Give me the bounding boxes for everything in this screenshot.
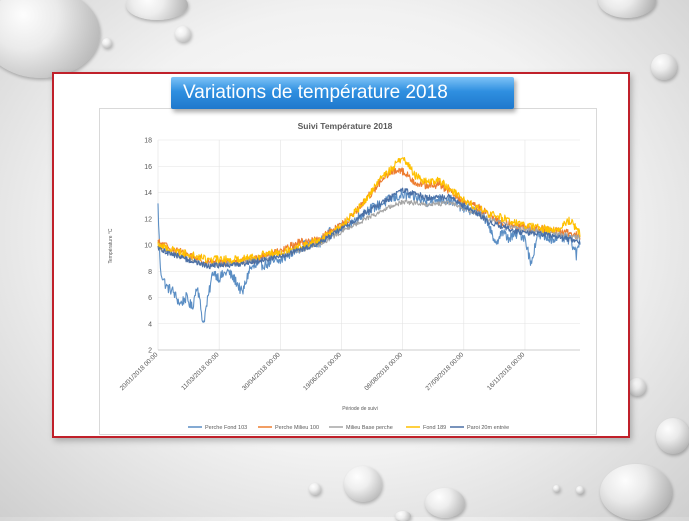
series-line	[157, 187, 581, 270]
y-tick-label: 6	[148, 295, 152, 302]
x-tick-label: 11/03/2018 00:00	[180, 351, 221, 392]
droplet-decoration	[553, 485, 560, 492]
x-tick-label: 30/04/2018 00:00	[241, 351, 282, 392]
droplet-decoration	[0, 0, 100, 78]
temperature-chart: 2 4 6 8 10 12 14 16 18 20/01/2018 00:00 11/03/2018…	[108, 121, 581, 431]
x-tick-label: 27/09/2018 00:00	[424, 351, 465, 392]
y-tick-label: 8	[148, 269, 152, 276]
x-axis-label: Période de suivi	[342, 406, 378, 412]
droplet-decoration	[309, 483, 321, 495]
legend-label: Perche Milieu 100	[275, 425, 319, 431]
droplet-decoration	[600, 464, 672, 520]
gridlines	[157, 139, 580, 351]
y-tick-label: 2	[148, 348, 152, 355]
droplet-decoration	[656, 418, 689, 454]
y-tick-label: 12	[144, 216, 152, 223]
slide-title-banner: Variations de température 2018	[171, 77, 514, 109]
slide-title: Variations de température 2018	[183, 82, 448, 103]
series-line	[157, 189, 581, 323]
y-tick-label: 4	[148, 321, 152, 328]
legend-label: Milieu Base perche	[346, 425, 393, 431]
y-tick-label: 18	[144, 138, 152, 145]
chart-title: Suivi Température 2018	[298, 121, 393, 131]
legend-label: Perche Fond 103	[205, 425, 247, 431]
x-tick-label: 16/11/2018 00:00	[486, 351, 527, 392]
x-tick-label: 19/06/2018 00:00	[302, 351, 343, 392]
chart-container: 2 4 6 8 10 12 14 16 18 20/01/2018 00:00 11/03/2018…	[99, 108, 597, 435]
droplet-decoration	[102, 38, 112, 48]
legend: Perche Fond 103 Perche Milieu 100 Milieu B…	[188, 425, 509, 431]
droplet-decoration	[628, 378, 646, 396]
droplet-decoration	[175, 26, 191, 42]
legend-label: Fond 189	[423, 425, 446, 431]
droplet-decoration	[598, 0, 656, 18]
y-axis-label: Température °C	[108, 228, 114, 263]
droplet-decoration	[651, 54, 677, 80]
series-lines	[157, 157, 581, 323]
droplet-decoration	[576, 486, 584, 494]
y-tick-label: 14	[144, 190, 152, 197]
droplet-decoration	[425, 488, 465, 518]
y-tick-label: 16	[144, 164, 152, 171]
legend-label: Paroi 20m entrée	[467, 425, 509, 431]
series-line	[157, 157, 581, 264]
x-tick-label: 08/08/2018 00:00	[363, 351, 404, 392]
y-tick-label: 10	[144, 243, 152, 250]
droplet-decoration	[344, 466, 382, 502]
x-tick-label: 20/01/2018 00:00	[119, 351, 160, 392]
droplet-decoration	[126, 0, 188, 20]
droplet-decoration	[395, 511, 411, 521]
axes: 2 4 6 8 10 12 14 16 18 20/01/2018 00:00 11/03/2018…	[119, 138, 580, 392]
